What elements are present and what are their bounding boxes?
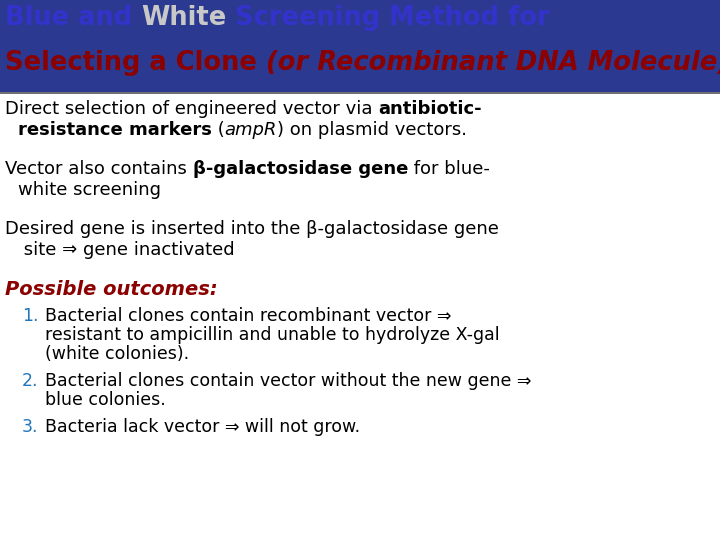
Text: 3.: 3. [22, 418, 38, 436]
Text: (or Recombinant DNA Molecule): (or Recombinant DNA Molecule) [266, 50, 720, 76]
Text: Selecting a Clone: Selecting a Clone [5, 50, 266, 76]
Text: Direct selection of engineered vector via: Direct selection of engineered vector vi… [5, 100, 378, 118]
Text: resistant to ampicillin and unable to hydrolyze X-gal: resistant to ampicillin and unable to hy… [45, 326, 500, 344]
Text: ) on plasmid vectors.: ) on plasmid vectors. [277, 121, 467, 139]
Text: Blue and: Blue and [5, 5, 141, 31]
Text: Bacterial clones contain vector without the new gene ⇒: Bacterial clones contain vector without … [45, 372, 531, 390]
Text: (white colonies).: (white colonies). [45, 345, 189, 363]
Text: antibiotic-: antibiotic- [378, 100, 482, 118]
Text: β-galactosidase gene: β-galactosidase gene [193, 160, 408, 178]
Text: (: ( [212, 121, 225, 139]
Text: blue colonies.: blue colonies. [45, 391, 166, 409]
Text: Bacterial clones contain recombinant vector ⇒: Bacterial clones contain recombinant vec… [45, 307, 451, 325]
Text: Bacteria lack vector ⇒ will not grow.: Bacteria lack vector ⇒ will not grow. [45, 418, 360, 436]
Text: Possible outcomes:: Possible outcomes: [5, 280, 217, 299]
Text: 1.: 1. [22, 307, 38, 325]
Text: ampR: ampR [225, 121, 277, 139]
Text: site ⇒ gene inactivated: site ⇒ gene inactivated [18, 241, 235, 259]
Text: White: White [141, 5, 226, 31]
Text: Vector also contains: Vector also contains [5, 160, 193, 178]
Text: Desired gene is inserted into the β-galactosidase gene: Desired gene is inserted into the β-gala… [5, 220, 499, 238]
Bar [0, 0, 720, 92]
Text: 2.: 2. [22, 372, 38, 390]
Text: resistance markers: resistance markers [18, 121, 212, 139]
Text: for blue-: for blue- [408, 160, 490, 178]
Text: Screening Method for: Screening Method for [226, 5, 550, 31]
Text: white screening: white screening [18, 181, 161, 199]
